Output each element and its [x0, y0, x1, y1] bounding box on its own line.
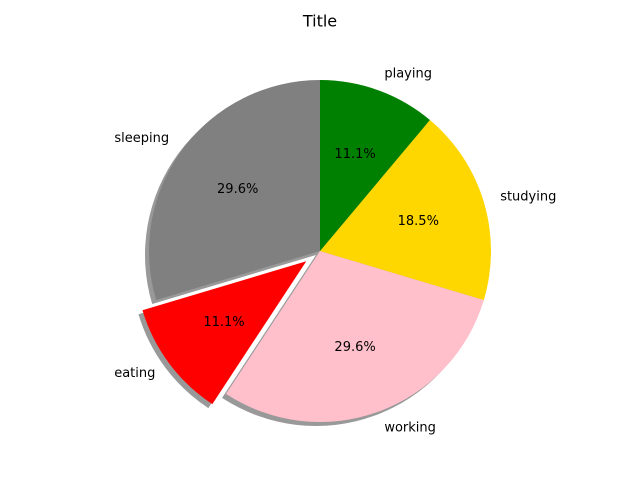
slice-label: playing — [384, 67, 432, 82]
value-label: 11.1% — [203, 315, 244, 330]
slice-label: sleeping — [114, 131, 169, 146]
slice-label: working — [384, 420, 436, 435]
wedge — [226, 251, 484, 422]
value-label: 18.5% — [398, 214, 439, 229]
wedge — [320, 120, 491, 301]
wedge — [142, 261, 307, 405]
wedge — [148, 80, 320, 301]
slice-label: eating — [114, 366, 155, 381]
chart-title: Title — [302, 12, 337, 31]
slice-label: studying — [500, 190, 556, 205]
value-label: 29.6% — [217, 182, 258, 197]
value-label: 11.1% — [334, 147, 375, 162]
wedge — [320, 80, 430, 251]
value-label: 29.6% — [334, 340, 375, 355]
